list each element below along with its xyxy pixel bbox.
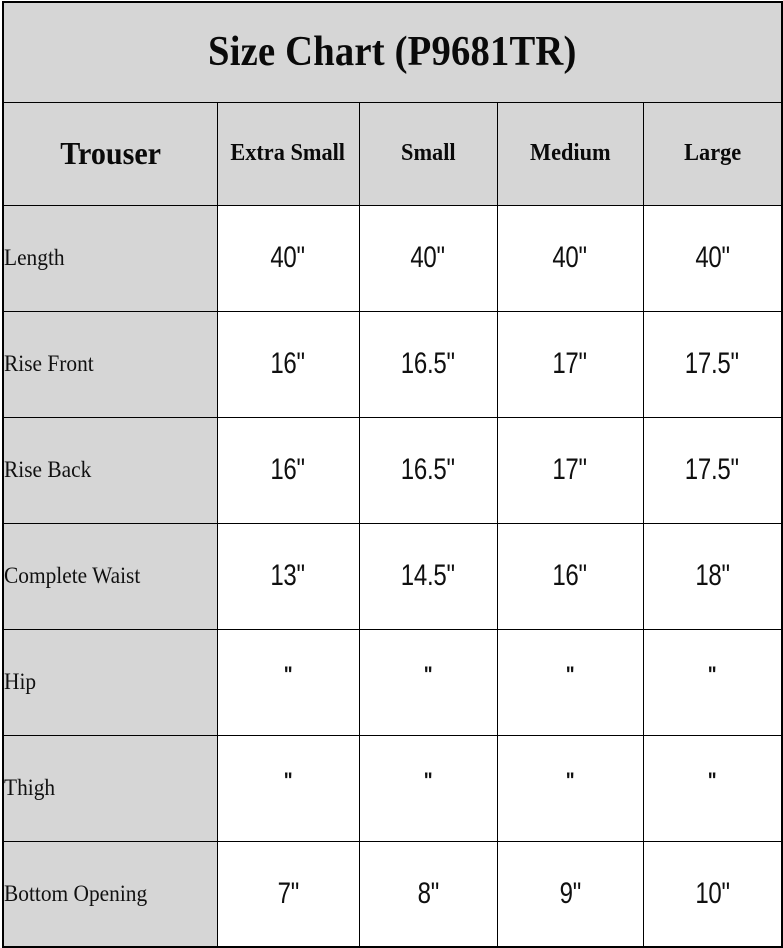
- row-header-label: Rise Front: [2, 310, 218, 418]
- measurement-cell: 10": [642, 840, 783, 948]
- column-header-text: Medium: [529, 140, 611, 166]
- measurement-cell: ": [358, 734, 498, 842]
- measurement-value: 16": [552, 559, 588, 592]
- row-header-label: Thigh: [2, 734, 218, 842]
- measurement-cell: 40": [642, 204, 783, 312]
- row-header-label: Rise Back: [2, 416, 218, 524]
- measurement-cell: 8": [358, 840, 498, 948]
- column-header-small: Small: [358, 101, 498, 206]
- table-row: Length 40" 40" 40" 40": [2, 204, 783, 312]
- measurement-value: 17": [552, 347, 588, 380]
- measurement-cell: 16": [216, 310, 360, 418]
- measurement-value: ": [565, 662, 575, 687]
- row-label-text: Complete Waist: [4, 563, 141, 588]
- measurement-cell: 16.5": [358, 310, 498, 418]
- column-header-text: Large: [683, 140, 741, 166]
- measurement-value: 13": [270, 559, 306, 592]
- measurement-cell: 16": [496, 522, 644, 630]
- measurement-value: 17.5": [685, 453, 740, 486]
- column-header-medium: Medium: [496, 101, 644, 206]
- table-header-row: Trouser Extra Small Small Medium Large: [2, 101, 783, 206]
- measurement-value: 9": [559, 876, 581, 910]
- table-row: Rise Back 16" 16.5" 17" 17.5": [2, 416, 783, 524]
- column-header-large: Large: [642, 101, 783, 206]
- row-header-label: Length: [2, 204, 218, 312]
- measurement-cell: 17.5": [642, 416, 783, 524]
- chart-title-row: Size Chart (P9681TR): [2, 1, 783, 103]
- measurement-value: 17.5": [685, 347, 740, 380]
- measurement-cell: 9": [496, 840, 644, 948]
- measurement-value: 16.5": [400, 347, 456, 380]
- measurement-cell: 16": [216, 416, 360, 524]
- measurement-cell: 13": [216, 522, 360, 630]
- table-row: Hip " " " ": [2, 628, 783, 736]
- measurement-value: 10": [695, 876, 730, 910]
- measurement-value: ": [565, 768, 575, 793]
- measurement-value: ": [423, 662, 433, 687]
- row-label-text: Rise Front: [4, 351, 94, 376]
- measurement-value: 14.5": [400, 559, 456, 592]
- table-row: Complete Waist 13" 14.5" 16" 18": [2, 522, 783, 630]
- measurement-value: 40": [695, 241, 730, 274]
- row-label-text: Hip: [4, 669, 37, 694]
- measurement-cell: ": [642, 628, 783, 736]
- table-row: Bottom Opening 7" 8" 9" 10": [2, 840, 783, 948]
- measurement-cell: ": [216, 734, 360, 842]
- measurement-cell: 40": [496, 204, 644, 312]
- row-label-text: Length: [4, 245, 65, 270]
- measurement-value: 16": [270, 347, 306, 380]
- column-header-extra-small: Extra Small: [216, 101, 360, 206]
- measurement-cell: ": [216, 628, 360, 736]
- measurement-value: 16": [270, 453, 306, 486]
- measurement-value: ": [707, 662, 717, 687]
- measurement-cell: 17": [496, 310, 644, 418]
- row-label-text: Thigh: [4, 775, 56, 800]
- measurement-value: 18": [695, 559, 730, 592]
- chart-title-cell: Size Chart (P9681TR): [2, 1, 783, 103]
- measurement-cell: 7": [216, 840, 360, 948]
- row-header-label: Bottom Opening: [2, 840, 218, 948]
- measurement-value: 8": [417, 876, 439, 910]
- measurement-cell: ": [358, 628, 498, 736]
- measurement-value: ": [423, 768, 433, 793]
- table-row: Rise Front 16" 16.5" 17" 17.5": [2, 310, 783, 418]
- measurement-value: 40": [552, 241, 588, 274]
- measurement-cell: 40": [216, 204, 360, 312]
- measurement-cell: 17": [496, 416, 644, 524]
- measurement-value: ": [707, 768, 717, 793]
- measurement-value: 17": [552, 453, 588, 486]
- measurement-cell: ": [642, 734, 783, 842]
- measurement-value: ": [283, 662, 293, 687]
- row-label-text: Bottom Opening: [4, 880, 148, 906]
- header-corner-label: Trouser: [2, 101, 218, 206]
- measurement-cell: 16.5": [358, 416, 498, 524]
- measurement-value: 7": [277, 876, 299, 910]
- measurement-cell: ": [496, 628, 644, 736]
- column-header-text: Extra Small: [230, 140, 346, 166]
- measurement-value: 16.5": [400, 453, 456, 486]
- measurement-cell: 40": [358, 204, 498, 312]
- measurement-cell: 17.5": [642, 310, 783, 418]
- measurement-value: 40": [270, 241, 306, 274]
- page-title: Size Chart (P9681TR): [208, 29, 577, 76]
- row-label-text: Rise Back: [4, 457, 92, 482]
- row-header-label: Hip: [2, 628, 218, 736]
- measurement-cell: 14.5": [358, 522, 498, 630]
- column-header-text: Small: [400, 140, 456, 166]
- measurement-cell: ": [496, 734, 644, 842]
- corner-label-text: Trouser: [59, 135, 161, 171]
- measurement-value: 40": [410, 241, 446, 274]
- table-row: Thigh " " " ": [2, 734, 783, 842]
- row-header-label: Complete Waist: [2, 522, 218, 630]
- measurement-cell: 18": [642, 522, 783, 630]
- measurement-value: ": [283, 768, 293, 793]
